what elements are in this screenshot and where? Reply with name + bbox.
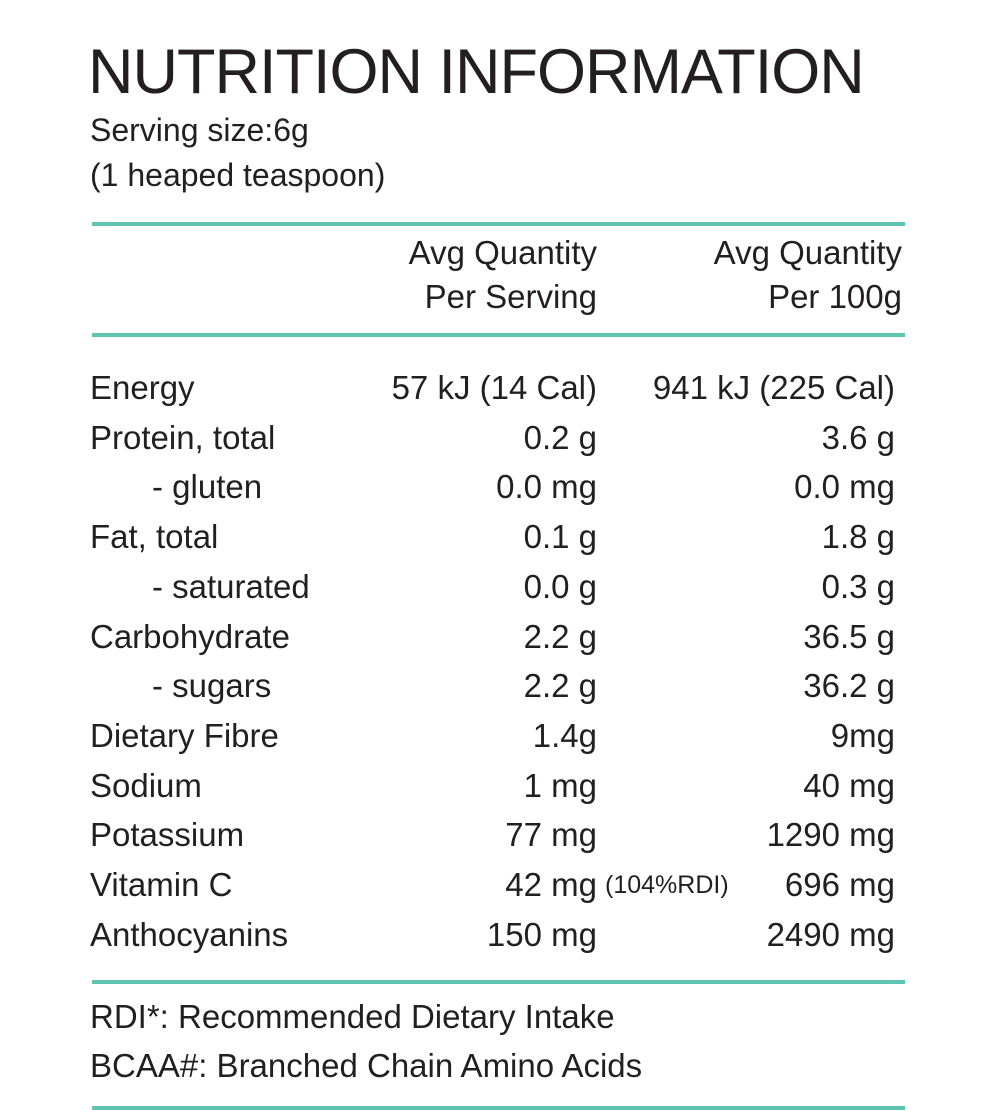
per-100g: 2490 mg [766, 915, 895, 953]
per-100g: 1290 mg [766, 816, 895, 854]
nutrient-name: Protein, total [90, 418, 276, 456]
nutrient-name: Dietary Fibre [90, 716, 279, 754]
nutrient-name: Sodium [90, 766, 202, 804]
column-header: Per Serving [424, 278, 597, 315]
footnote: RDI*: Recommended Dietary Intake [90, 998, 615, 1035]
divider [92, 980, 905, 984]
nutrient-name: Vitamin C [90, 866, 233, 903]
nutrient-name: Potassium [90, 816, 245, 854]
per-100g: 36.2 g [803, 667, 895, 705]
per-100g: 0.3 g [821, 567, 895, 605]
per-serving: 77 mg [505, 816, 597, 854]
per-100g: 941 kJ (225 Cal) [652, 369, 895, 406]
column-header: Avg Quantity [713, 234, 902, 271]
per-serving: 0.1 g [523, 518, 597, 556]
column-header: Per 100g [768, 278, 902, 315]
per-100g: 0.0 mg [794, 468, 895, 506]
per-serving: 0.0 mg [496, 468, 597, 506]
per-serving: 0.2 g [523, 418, 597, 456]
serving-info: Serving size:6g [90, 112, 309, 148]
serving-info: (1 heaped teaspoon) [90, 157, 386, 193]
per-100g: 696 mg [784, 866, 895, 903]
nutrient-name: Carbohydrate [90, 617, 290, 655]
per-serving: 150 mg [486, 915, 597, 953]
per-serving: 42 mg [505, 866, 597, 903]
nutrient-name: Fat, total [90, 518, 219, 556]
nutrient-name: - gluten [152, 468, 263, 506]
nutrient-name: - saturated [152, 567, 310, 605]
column-header: Avg Quantity [408, 234, 597, 271]
per-100g: 40 mg [803, 766, 895, 804]
nutrient-name: Anthocyanins [90, 915, 289, 953]
per-100g: 36.5 g [803, 617, 895, 655]
divider [92, 222, 905, 226]
per-serving: 2.2 g [523, 667, 597, 705]
divider [92, 333, 905, 337]
divider [92, 1106, 905, 1110]
nutrient-name: Energy [90, 369, 195, 406]
nutrient-name: - sugars [152, 667, 272, 705]
per-100g: 9mg [830, 716, 895, 754]
per-serving: 2.2 g [523, 617, 597, 655]
per-serving: 1 mg [523, 766, 597, 804]
rdi-note: (104%RDI) [605, 871, 729, 899]
per-serving: 0.0 g [523, 567, 597, 605]
footnote: BCAA#: Branched Chain Amino Acids [90, 1047, 643, 1084]
per-serving: 57 kJ (14 Cal) [391, 369, 597, 406]
title: NUTRITION INFORMATION [88, 37, 865, 107]
per-100g: 3.6 g [821, 418, 895, 456]
per-100g: 1.8 g [821, 518, 895, 556]
per-serving: 1.4g [532, 716, 597, 754]
